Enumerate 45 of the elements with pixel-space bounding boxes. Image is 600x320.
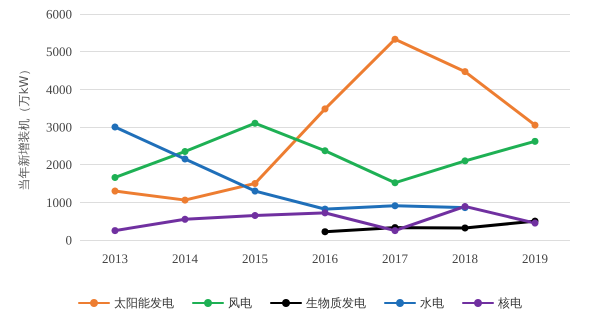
point	[392, 227, 398, 234]
point	[392, 202, 398, 210]
point	[182, 148, 188, 155]
point	[112, 188, 118, 195]
x-tick-label: 2013	[102, 251, 128, 266]
point	[392, 179, 398, 186]
x-tick-label: 2014	[172, 251, 198, 266]
x-tick-label: 2019	[522, 251, 548, 266]
point	[462, 157, 468, 164]
x-tick-label: 2015	[242, 251, 268, 266]
point	[322, 209, 328, 216]
legend-label: 风电	[228, 296, 252, 310]
y-tick-label: 4000	[46, 82, 72, 97]
y-tick-label: 2000	[46, 157, 72, 172]
legend-label: 核电	[497, 296, 522, 310]
point	[252, 212, 258, 220]
y-axis-title: 当年新增装机（万kW）	[17, 64, 31, 190]
x-tick-label: 2017	[382, 251, 408, 266]
y-tick-label: 3000	[46, 120, 72, 134]
point	[322, 105, 328, 112]
point	[112, 227, 118, 234]
point	[252, 120, 258, 127]
point	[112, 174, 118, 181]
point	[252, 188, 258, 195]
y-tick-label: 1000	[46, 194, 72, 210]
y-tick-label: 6000	[46, 6, 72, 22]
x-tick-label: 2018	[452, 251, 478, 266]
point	[112, 124, 118, 130]
point	[462, 68, 468, 76]
point	[182, 216, 188, 223]
point	[182, 196, 188, 204]
y-tick-label: 5000	[46, 44, 72, 60]
point	[462, 224, 468, 232]
point	[322, 147, 328, 154]
point	[252, 180, 258, 187]
point	[532, 122, 538, 129]
point	[392, 36, 398, 43]
legend-label: 水电	[420, 296, 444, 310]
point	[322, 228, 328, 236]
legend-label: 太阳能发电	[114, 296, 174, 310]
point	[182, 156, 188, 163]
y-tick-label: 0	[66, 232, 72, 248]
point	[532, 138, 538, 145]
x-tick-label: 2016	[312, 251, 338, 266]
legend-label: 生物质发电	[306, 296, 366, 310]
